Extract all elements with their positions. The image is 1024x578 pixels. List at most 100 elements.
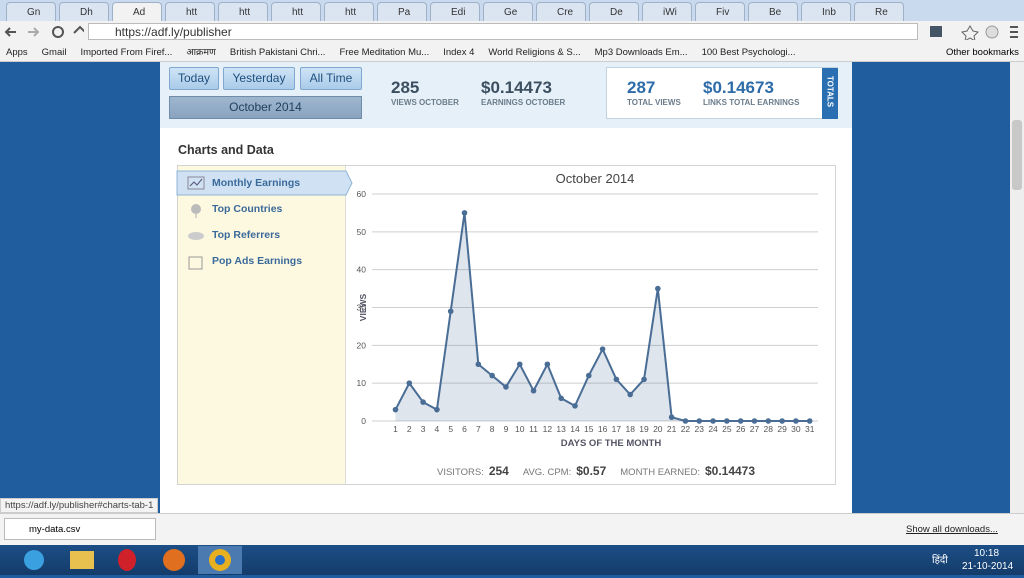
point <box>489 372 495 379</box>
totals-tab[interactable] <box>822 68 838 119</box>
summary-label: VISITORS: <box>437 467 484 478</box>
point <box>599 346 606 352</box>
menu-item[interactable]: Top Referrers <box>212 229 281 241</box>
button[interactable]: Yesterday <box>223 67 295 90</box>
x-tick-label: 18 <box>625 424 635 434</box>
x-tick-label: 26 <box>736 424 746 434</box>
show-all-downloads[interactable]: Show all downloads... <box>906 524 998 535</box>
stat-label: VIEWS OCTOBER <box>391 98 459 107</box>
totals-tab-label: TOTALS <box>825 75 835 108</box>
point <box>475 361 482 368</box>
x-tick-label: 25 <box>722 424 732 434</box>
point <box>793 418 799 424</box>
bookmark[interactable]: 100 Best Psychologi... <box>701 47 796 58</box>
tab-strip: Gn Dh Ad htt htt htt htt Pa Edi Ge Cre De iWi Fiv Be In… <box>0 0 1024 21</box>
status-link: https://adf.ly/publisher#charts-tab-1 <box>0 498 159 513</box>
download-bar <box>0 513 1024 546</box>
tab[interactable]: htt <box>324 2 374 21</box>
button[interactable]: All Time <box>300 67 362 90</box>
menu-item[interactable]: Pop Ads Earnings <box>212 255 303 267</box>
menu-item[interactable]: Top Countries <box>212 203 283 215</box>
y-tick-label: 50 <box>357 227 367 237</box>
y-tick-label: 60 <box>357 189 367 199</box>
point <box>751 418 758 424</box>
tab[interactable]: Pa <box>377 2 427 21</box>
menu-item[interactable]: Monthly Earnings <box>212 177 301 189</box>
x-tick-label: 2 <box>407 424 412 434</box>
nav-buttons[interactable] <box>4 24 84 40</box>
x-tick-label: 27 <box>750 424 760 434</box>
download-item[interactable]: my-data.csv <box>4 518 156 540</box>
tab[interactable]: Fiv <box>695 2 745 21</box>
point <box>710 418 716 424</box>
toolbar-icons[interactable] <box>930 24 1020 40</box>
bookmark[interactable]: Imported From Firef... <box>80 47 173 58</box>
x-tick-label: 12 <box>543 424 553 434</box>
point <box>806 418 813 424</box>
tab[interactable]: Gn <box>6 2 56 21</box>
address-bar[interactable]: https://adf.ly/publisher <box>88 23 918 40</box>
menu-active <box>176 170 353 196</box>
clock-time[interactable]: 10:18 <box>974 548 1000 559</box>
y-tick-label: 10 <box>357 378 367 388</box>
bookmark[interactable]: आक्रमण <box>186 47 216 58</box>
bookmark[interactable]: Apps <box>6 47 28 58</box>
summary-label: MONTH EARNED: <box>620 467 700 478</box>
scrollbar[interactable] <box>1010 62 1024 513</box>
tab[interactable]: htt <box>271 2 321 21</box>
tab[interactable]: Dh <box>59 2 109 21</box>
bookmark[interactable]: Free Meditation Mu... <box>339 47 430 58</box>
tab[interactable]: Be <box>748 2 798 21</box>
point <box>627 391 634 398</box>
tab[interactable]: Cre <box>536 2 586 21</box>
point <box>530 387 537 394</box>
taskbar-icons[interactable] <box>0 545 260 575</box>
x-tick-label: 13 <box>556 424 566 434</box>
point <box>696 418 703 424</box>
stat-label: EARNINGS OCTOBER <box>481 98 566 107</box>
point <box>585 372 592 379</box>
bookmark[interactable]: British Pakistani Chri... <box>229 47 326 58</box>
clock-date[interactable]: 21-10-2014 <box>962 561 1014 572</box>
total-value: 287 <box>627 78 656 97</box>
x-tick-label: 30 <box>791 424 801 434</box>
total-label: LINKS TOTAL EARNINGS <box>703 98 800 107</box>
tab[interactable]: htt <box>218 2 268 21</box>
x-tick-label: 7 <box>476 424 481 434</box>
tab[interactable]: iWi <box>642 2 692 21</box>
bookmark[interactable]: Gmail <box>41 47 67 58</box>
tab[interactable]: Inb <box>801 2 851 21</box>
tab[interactable]: Ad <box>112 2 162 21</box>
tab[interactable]: Edi <box>430 2 480 21</box>
bookmark[interactable]: Index 4 <box>443 47 475 58</box>
bookmark[interactable]: Mp3 Downloads Em... <box>594 47 688 58</box>
total-value: $0.14673 <box>703 78 774 97</box>
tab[interactable]: Ge <box>483 2 533 21</box>
tab[interactable]: De <box>589 2 639 21</box>
x-tick-label: 5 <box>448 424 453 434</box>
x-tick-label: 6 <box>462 424 467 434</box>
x-tick-label: 10 <box>515 424 525 434</box>
tab[interactable]: Re <box>854 2 904 21</box>
point <box>779 418 785 424</box>
x-tick-label: 8 <box>490 424 495 434</box>
x-tick-label: 21 <box>667 424 677 434</box>
x-tick-label: 14 <box>570 424 580 434</box>
y-tick-label: 30 <box>357 303 367 313</box>
month-select[interactable]: October 2014 <box>169 96 362 119</box>
stat-value: $0.14473 <box>481 78 552 97</box>
tab[interactable]: htt <box>165 2 215 21</box>
section-title: Charts and Data <box>178 143 274 157</box>
bookmark[interactable]: World Religions & S... <box>488 47 581 58</box>
summary-value: $0.14473 <box>704 464 756 478</box>
x-tick-label: 15 <box>584 424 594 434</box>
point <box>434 406 440 413</box>
point <box>724 418 730 424</box>
language[interactable]: हिंदी <box>932 555 948 566</box>
button[interactable]: Today <box>169 67 219 90</box>
x-tick-label: 9 <box>504 424 509 434</box>
other-bookmarks[interactable]: Other bookmarks <box>946 47 1019 58</box>
x-axis-title: DAYS OF THE MONTH <box>561 438 662 449</box>
